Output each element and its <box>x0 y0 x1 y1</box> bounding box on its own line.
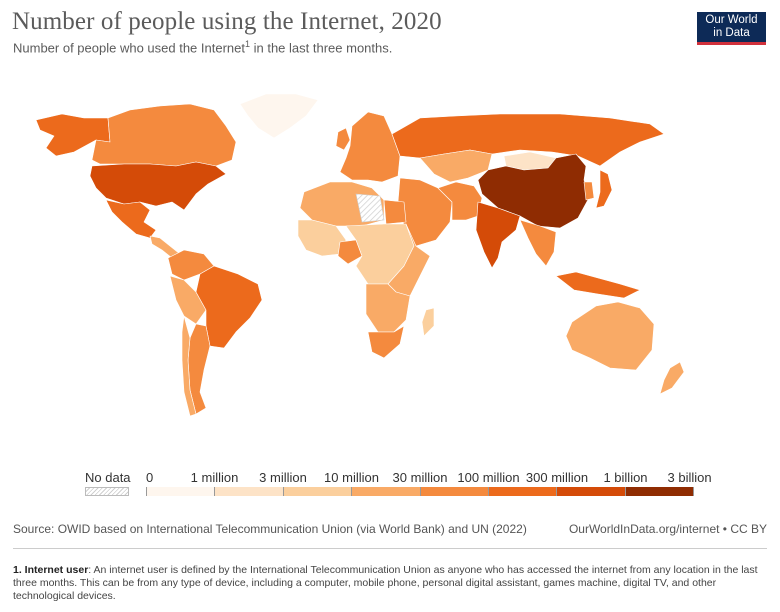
legend-tick-label: 10 million <box>324 470 379 485</box>
region-chile[interactable] <box>181 315 197 417</box>
legend-tick-label: 1 million <box>190 470 239 485</box>
region-indonesia[interactable] <box>555 271 641 299</box>
legend-bin[interactable] <box>557 487 626 496</box>
region-southern-africa[interactable] <box>365 283 411 333</box>
region-peru-bolivia[interactable] <box>169 275 207 325</box>
region-new-zealand[interactable] <box>659 361 685 395</box>
chart-subtitle: Number of people who used the Internet1 … <box>13 39 392 55</box>
legend-bin[interactable] <box>625 487 694 496</box>
region-western-sahara-no-data[interactable] <box>355 193 385 223</box>
region-madagascar[interactable] <box>421 307 435 337</box>
region-greenland[interactable] <box>239 93 319 139</box>
footnote-term: 1. Internet user <box>13 564 89 576</box>
legend-tick-label: 100 million <box>457 470 520 485</box>
logo-line-1: Our World <box>705 14 758 26</box>
region-australia[interactable] <box>565 301 655 371</box>
region-india[interactable] <box>475 201 521 269</box>
region-canada[interactable] <box>91 103 237 167</box>
legend-tick-label: 300 million <box>525 470 589 485</box>
credit-link[interactable]: OurWorldInData.org/internet • CC BY <box>568 522 767 536</box>
region-brazil[interactable] <box>195 265 263 349</box>
legend-tick-label: 3 billion <box>667 470 712 485</box>
legend-bin[interactable] <box>352 487 421 496</box>
region-uk[interactable] <box>335 127 351 151</box>
region-united-states[interactable] <box>89 161 227 211</box>
footer-divider <box>13 548 767 549</box>
legend-scale: 0 1 million 3 million 10 million 30 million 1… <box>146 470 712 500</box>
legend-bin[interactable] <box>488 487 558 496</box>
region-egypt[interactable] <box>383 199 407 225</box>
legend-tick-label: 1 billion <box>603 470 648 485</box>
legend-tick-label: 0 <box>146 470 154 485</box>
subtitle-text: Number of people who used the Internet <box>13 40 245 56</box>
legend-bins <box>146 487 694 496</box>
region-southeast-asia[interactable] <box>519 219 557 267</box>
owid-logo[interactable]: Our World in Data <box>697 12 766 45</box>
legend-no-data-label: No data <box>85 470 131 485</box>
region-alaska[interactable] <box>35 113 111 157</box>
region-nigeria[interactable] <box>337 239 363 265</box>
legend-bin[interactable] <box>146 487 216 496</box>
legend-tick-label: 30 million <box>392 470 448 485</box>
footnote-text: : An internet user is defined by the Int… <box>13 564 758 602</box>
region-mexico[interactable] <box>105 199 157 239</box>
world-map[interactable] <box>0 70 780 450</box>
footnote: 1. Internet user: An internet user is de… <box>13 564 765 603</box>
region-korea[interactable] <box>583 181 595 201</box>
source-note: Source: OWID based on International Tele… <box>13 522 527 536</box>
legend-bin[interactable] <box>215 487 284 496</box>
logo-line-2: in Data <box>713 27 750 39</box>
region-europe[interactable] <box>339 111 401 183</box>
region-south-africa[interactable] <box>367 325 405 359</box>
legend-tick-label: 3 million <box>259 470 307 485</box>
chart-title: Number of people using the Internet, 202… <box>12 8 442 35</box>
footnote-marker[interactable]: 1 <box>244 39 250 49</box>
legend-no-data-swatch[interactable] <box>85 487 129 496</box>
region-japan[interactable] <box>595 169 613 209</box>
legend-bin[interactable] <box>283 487 353 496</box>
legend-bin[interactable] <box>420 487 489 496</box>
subtitle-text-rest: in the last three months. <box>250 40 393 56</box>
